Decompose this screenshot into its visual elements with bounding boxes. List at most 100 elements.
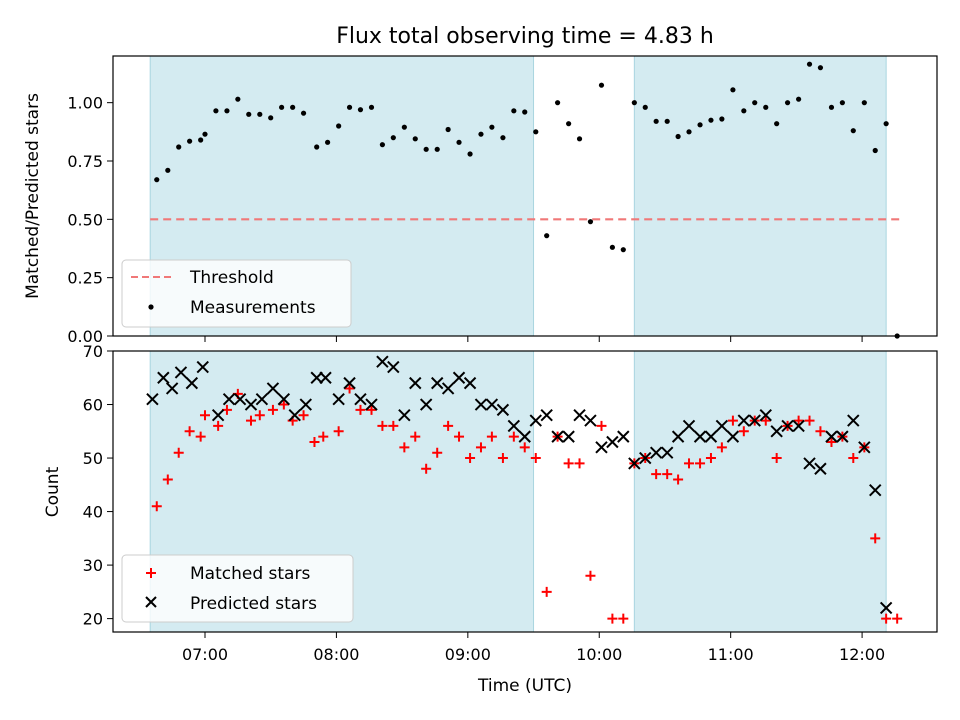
measurements-point (675, 133, 681, 140)
matched-stars-point (195, 431, 206, 442)
measurements-point (456, 139, 462, 145)
matched-stars-point (377, 420, 388, 431)
predicted-stars-point (573, 409, 586, 422)
matched-stars-point (695, 458, 706, 469)
measurements-point (412, 136, 418, 142)
matched-stars-point (443, 420, 454, 431)
measurements-point (522, 109, 528, 115)
y-tick-label: 70 (83, 342, 103, 361)
matched-stars-point (673, 474, 684, 485)
predicted-stars-point (737, 414, 751, 427)
matched-stars-point (530, 453, 541, 464)
matched-stars-point (333, 426, 344, 437)
matched-stars-point (475, 442, 486, 453)
count-legend: Matched stars Predicted stars (121, 554, 354, 623)
threshold-legend-label: Threshold (189, 268, 274, 288)
predicted-stars-point (474, 398, 488, 411)
matched-stars-point (421, 463, 432, 474)
predicted-stars-point (157, 371, 170, 384)
measurements-legend-swatch (148, 304, 154, 310)
measurements-point (730, 87, 736, 93)
predicted-legend-label: Predicted stars (190, 594, 317, 614)
x-tick-label: 08:00 (313, 645, 359, 664)
predicted-stars-point (376, 355, 389, 368)
predicted-stars-point (858, 441, 871, 454)
measurements-point (434, 146, 440, 152)
measurements-point (202, 131, 208, 137)
measurements-point (279, 104, 285, 110)
y-tick-label: 0.00 (67, 327, 103, 346)
measurements-point (817, 65, 824, 71)
x-tick-label: 07:00 (182, 645, 228, 664)
matched-stars-point (344, 383, 355, 394)
count-points (146, 355, 903, 624)
y-tick-label: 0.50 (67, 210, 103, 229)
measurements-point (198, 137, 204, 143)
measurements-point (752, 100, 758, 106)
predicted-stars-point (185, 376, 199, 390)
ratio-panel: 0.00 0.25 0.50 0.75 1.00 Matched/Predicted s… (23, 55, 938, 346)
matched-stars-point (815, 426, 826, 437)
time-x-axis: 07:00 08:00 09:00 10:00 11:00 12:00 (182, 632, 885, 664)
measurements-point (806, 61, 813, 67)
y-tick-label: 30 (83, 556, 103, 575)
matched-stars-point (760, 415, 771, 426)
predicted-stars-point (288, 409, 301, 422)
predicted-stars-point (146, 392, 159, 406)
matched-stars-point (870, 533, 881, 544)
matched-stars-point (585, 570, 596, 581)
matched-stars-point (607, 613, 618, 624)
predicted-stars-point (660, 446, 674, 459)
measurements-point (554, 100, 561, 106)
matched-stars-point (486, 431, 497, 442)
predicted-stars-point (770, 425, 783, 438)
predicted-stars-point (671, 430, 685, 443)
matched-legend-swatch (146, 568, 156, 578)
measurements-point (213, 108, 219, 114)
matched-stars-point (399, 442, 410, 453)
matched-stars-point (162, 474, 173, 485)
predicted-stars-point (211, 409, 225, 422)
measurements-point (390, 135, 396, 141)
predicted-stars-point (803, 457, 816, 470)
predicted-stars-point (584, 414, 597, 427)
matched-stars-point (454, 431, 465, 442)
measurements-point (467, 151, 473, 157)
measurements-point (686, 129, 692, 135)
shaded-interval-2 (634, 351, 887, 632)
predicted-stars-point (879, 601, 893, 615)
predicted-stars-point (277, 392, 291, 406)
matched-stars-point (254, 410, 265, 421)
matched-stars-point (184, 426, 195, 437)
predicted-stars-point (617, 430, 630, 443)
matched-stars-point (662, 469, 673, 480)
y-tick-label: 50 (83, 449, 103, 468)
predicted-stars-point (485, 398, 499, 411)
matched-stars-point (410, 431, 421, 442)
ratio-y-axis-label: Matched/Predicted stars (23, 93, 43, 299)
predicted-stars-point (165, 382, 179, 395)
measurements-point (423, 146, 429, 152)
predicted-stars-point (463, 376, 477, 390)
predicted-stars-point (847, 414, 860, 427)
predicted-stars-point (507, 419, 521, 433)
ratio-plot-frame (112, 55, 938, 337)
y-tick-label: 1.00 (67, 94, 103, 113)
predicted-stars-point (715, 419, 729, 433)
measurements-point (598, 82, 605, 88)
measurements-point (176, 144, 182, 150)
measurement-points (154, 61, 900, 339)
predicted-stars-point (452, 371, 466, 384)
predicted-stars-point (649, 446, 663, 459)
matched-stars-point (199, 410, 210, 421)
measurements-point (883, 121, 889, 127)
matched-stars-point (618, 613, 629, 624)
measurements-point (642, 104, 648, 110)
ratio-x-ticks (204, 336, 863, 342)
x-tick-label: 10:00 (576, 645, 622, 664)
predicted-stars-point (606, 435, 619, 449)
y-tick-label: 40 (83, 503, 103, 522)
predicted-stars-point (825, 430, 838, 443)
ratio-y-axis: 0.00 0.25 0.50 0.75 1.00 (67, 94, 113, 346)
